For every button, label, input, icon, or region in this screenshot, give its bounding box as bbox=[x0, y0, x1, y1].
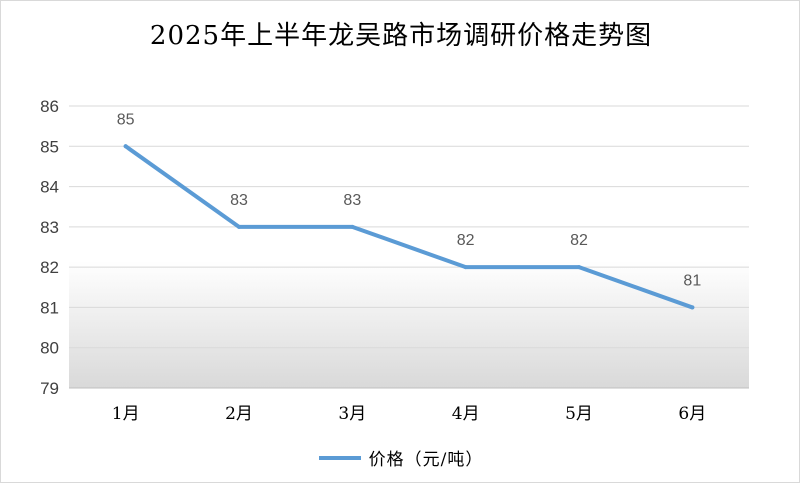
data-point bbox=[463, 265, 468, 270]
y-tick-label: 83 bbox=[40, 218, 59, 237]
chart-title: 2025年上半年龙吴路市场调研价格走势图 bbox=[149, 21, 653, 51]
y-tick-label: 86 bbox=[40, 97, 59, 116]
data-label: 83 bbox=[343, 192, 361, 209]
x-tick-label: 1月 bbox=[112, 404, 140, 424]
data-point bbox=[237, 224, 241, 229]
legend: 价格（元/吨） bbox=[1, 445, 800, 470]
x-tick-label: 2月 bbox=[225, 404, 253, 424]
data-point bbox=[123, 144, 128, 149]
y-tick-label: 79 bbox=[40, 379, 59, 398]
x-tick-label: 5月 bbox=[565, 404, 593, 424]
y-tick-label: 81 bbox=[40, 298, 59, 317]
data-label: 85 bbox=[117, 111, 135, 128]
x-tick-label: 3月 bbox=[338, 404, 366, 424]
y-tick-label: 82 bbox=[40, 258, 59, 277]
data-label: 83 bbox=[230, 192, 248, 209]
data-point bbox=[577, 265, 581, 270]
y-tick-label: 84 bbox=[40, 178, 59, 197]
data-point bbox=[350, 224, 355, 229]
y-tick-label: 80 bbox=[40, 339, 59, 358]
x-tick-label: 4月 bbox=[452, 404, 480, 424]
y-tick-label: 85 bbox=[40, 137, 59, 156]
data-label: 81 bbox=[683, 272, 701, 289]
series-line bbox=[123, 144, 695, 310]
data-point bbox=[690, 305, 695, 310]
data-label: 82 bbox=[570, 232, 588, 249]
legend-label: 价格（元/吨） bbox=[368, 450, 484, 470]
x-tick-label: 6月 bbox=[678, 404, 706, 424]
data-label: 82 bbox=[457, 232, 475, 249]
legend-line-swatch bbox=[318, 455, 361, 460]
